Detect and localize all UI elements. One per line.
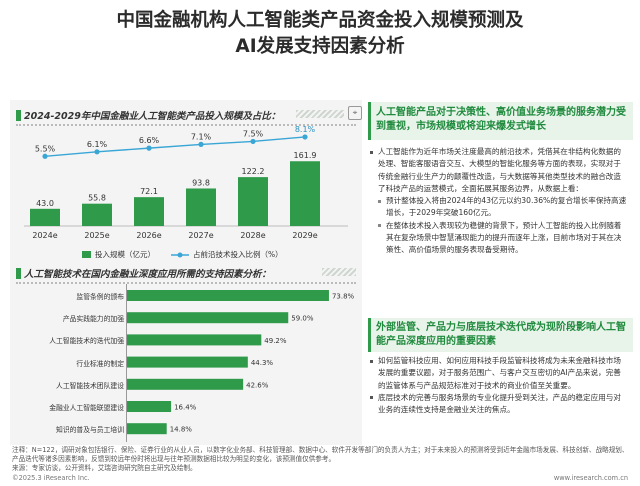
section-marker — [16, 110, 21, 121]
page-title-line1: 中国金融机构人工智能类产品资金投入规模预测及 — [116, 10, 524, 31]
page-title-line2: AI发展支持因素分析 — [235, 36, 405, 57]
analysis-block-1: 人工智能作为近年市场关注度最高的前沿技术，凭借其在非结构化数据的处理、智能客服语… — [370, 146, 628, 257]
factors-chart: 73.8% 59.0% 49.2% 44.3% 42.6% 16.4% 14.8% — [126, 284, 355, 442]
website: www.iresearch.com.cn — [553, 474, 628, 482]
investment-chart: 43.0 2024e 55.8 2025e 72.1 2026e 93.8 2027e 122.… — [24, 126, 348, 240]
bar-value-label: 93.8 — [192, 178, 210, 187]
ratio-line — [44, 136, 306, 157]
factor-value-label: 44.3% — [251, 359, 274, 367]
factor-value-label: 14.8% — [170, 426, 193, 434]
factor-bar — [126, 356, 248, 368]
factor-value-label: 49.2% — [264, 337, 287, 345]
bar-value-label: 122.2 — [242, 167, 265, 176]
x-tick-label: 2027e — [188, 231, 213, 240]
legend-line-label: 占前沿技术投入比例（%） — [193, 250, 283, 259]
right-text-panel — [366, 100, 630, 445]
factor-bar — [126, 334, 262, 346]
analysis-block-2: 如何监管科技应用、如何应用科技手段监管科技将成为未来金融科技市场发展的重要议题，… — [370, 355, 628, 416]
factor-label: 人工智能技术的迭代加强 — [49, 337, 124, 346]
factor-label: 金融业人工智能联盟建设 — [49, 404, 124, 412]
factor-value-label: 16.4% — [174, 404, 197, 412]
ratio-value-label: 6.1% — [87, 140, 108, 149]
dotted-divider — [16, 124, 356, 128]
headline-box-2 — [368, 318, 633, 352]
factor-label: 人工智能技术团队建设 — [56, 381, 124, 390]
factor-bar — [126, 312, 289, 324]
factor-bar — [126, 290, 329, 301]
ratio-value-label: 6.6% — [139, 136, 160, 145]
ratio-value-label: 7.5% — [243, 129, 264, 138]
ratio-value-label: 7.1% — [191, 132, 212, 141]
ratio-point-2027e — [198, 141, 204, 147]
bar-value-label: 72.1 — [140, 187, 158, 196]
factor-label: 知识的普及与员工培训 — [56, 426, 124, 435]
factor-value-label: 42.6% — [246, 381, 269, 389]
headline-1: 人工智能产品对于决策性、高价值业务场景的服务潜力受到重视，市场规模或将迎来爆发式… — [376, 107, 626, 132]
factor-value-label: 73.8% — [332, 293, 355, 301]
page-title: 中国金融机构人工智能类产品资金投入规模预测及 AI发展支持因素分析 — [0, 8, 640, 60]
sub-point-2: 在整体技术投入表现较为稳健的背景下，预计人工智能的投入比例随着其在复杂场景中智慧… — [370, 220, 628, 257]
paragraph-2: 如何监管科技应用、如何应用科技手段监管科技将成为未来金融科技市场发展的重要议题，… — [370, 355, 628, 392]
section-marker-2 — [16, 268, 21, 279]
bar-2024e — [30, 208, 60, 226]
x-tick-label: 2028e — [240, 231, 265, 240]
ratio-point-2025e — [94, 149, 100, 155]
x-tick-label: 2029e — [292, 231, 317, 240]
bar-value-label: 161.9 — [294, 151, 317, 160]
sub-point-1: 预计整体投入将由2024年的43亿元以约30.36%的复合增长率保持高速增长，于… — [370, 195, 628, 220]
ratio-point-2028e — [250, 138, 256, 145]
chart2-title: 人工智能技术在国内金融业深度应用所需的支持因素分析： — [24, 269, 272, 280]
bar-2025e — [82, 203, 112, 226]
ratio-point-2024e — [42, 153, 48, 159]
factor-bar — [126, 423, 167, 435]
bar-2029e — [290, 161, 320, 226]
factor-bar — [126, 378, 244, 390]
bar-value-label: 43.0 — [36, 199, 54, 208]
paragraph-1: 人工智能作为近年市场关注度最高的前沿技术，凭借其在非结构化数据的处理、智能客服语… — [370, 146, 628, 195]
chart1-title: 2024-2029年中国金融业人工智能类产品投入规模及占比： — [24, 111, 281, 122]
stripe-decoration — [296, 110, 344, 118]
ratio-value-label: 8.1% — [295, 126, 316, 134]
x-tick-label: 2025e — [84, 231, 109, 240]
x-tick-label: 2026e — [136, 231, 161, 240]
corner-icon: ⌖ — [348, 106, 362, 120]
dotted-divider-2 — [16, 282, 356, 286]
ratio-point-2029e — [302, 134, 308, 140]
paragraph-3: 底层技术的完善与服务场景的专业化提升受到关注，产品的稳定应用与对业务的连续性支持… — [370, 392, 628, 417]
factor-label: 产品实践能力的加强 — [62, 315, 124, 324]
stripe-decoration-2 — [322, 268, 356, 276]
legend-line-swatch — [171, 252, 189, 258]
factor-label: 监管条例的颁布 — [76, 293, 124, 301]
copyright: ©2025.3 iResearch Inc. — [12, 474, 90, 482]
ratio-value-label: 5.5% — [35, 144, 56, 153]
footnote: 注释：N=122，调研对象包括银行、保险、证券行业的从业人员，以数字化业务部、科… — [12, 446, 632, 473]
bar-2028e — [238, 177, 268, 226]
bar-2027e — [186, 188, 216, 226]
x-tick-label: 2024e — [32, 231, 57, 240]
headline-box-1 — [368, 102, 633, 140]
ratio-point-2026e — [146, 145, 152, 151]
footnote-source: 来源：专家访谈，公开资料，艾瑞咨询研究院自主研究及绘制。 — [12, 464, 197, 472]
bar-value-label: 55.8 — [88, 194, 106, 203]
factor-label: 行业标准的制定 — [76, 359, 124, 368]
factor-bar — [126, 401, 172, 412]
legend-bar-swatch — [82, 251, 91, 258]
headline-2: 外部监管、产品力与底层技术迭代成为现阶段影响人工智能产品深度应用的重要因素 — [376, 322, 626, 347]
legend-bar-label: 投入规模（亿元） — [95, 250, 155, 259]
bar-2026e — [134, 197, 164, 226]
factor-value-label: 59.0% — [291, 315, 314, 323]
footnote-note: 注释：N=122，调研对象包括银行、保险、证券行业的从业人员，以数字化业务部、科… — [12, 446, 629, 463]
